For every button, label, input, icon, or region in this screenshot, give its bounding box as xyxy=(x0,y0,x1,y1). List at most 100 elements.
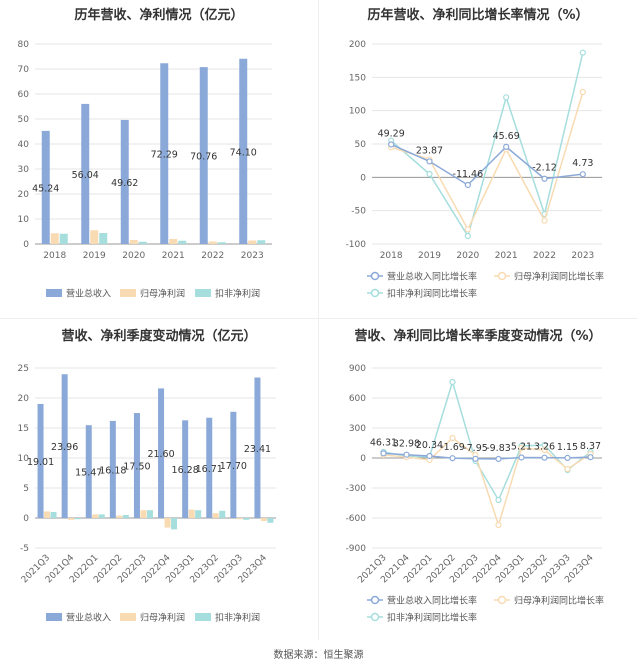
bar xyxy=(68,518,75,520)
data-point xyxy=(541,454,548,461)
y-tick-label: 0 xyxy=(23,514,29,524)
data-label: 49.29 xyxy=(378,128,405,139)
x-tick-label: 2018 xyxy=(43,251,66,261)
bar xyxy=(50,233,59,244)
data-label: 19.01 xyxy=(27,457,54,468)
x-tick-label: 2022 xyxy=(533,251,556,261)
chart-title: 营收、净利季度变动情况（亿元） xyxy=(61,329,257,344)
data-point xyxy=(503,94,510,101)
x-tick-label: 2018 xyxy=(380,251,403,261)
data-label: 20.34 xyxy=(416,440,443,451)
bar xyxy=(41,130,50,244)
bar xyxy=(219,510,226,518)
data-point xyxy=(579,171,586,178)
legend-label: 营业总收入同比增长率 xyxy=(387,271,477,283)
y-tick-label: 900 xyxy=(349,364,366,374)
data-label: -1.69 xyxy=(440,442,465,453)
y-tick-label: -50 xyxy=(351,207,366,217)
bar xyxy=(116,515,123,518)
annual-revenue-chart: 0 10 20 30 40 50 60 70 80 2018 2019 2020 2021 2022 202… xyxy=(18,40,272,300)
y-tick-label: 5 xyxy=(23,484,29,494)
data-label: 5.21 xyxy=(511,441,532,452)
bar xyxy=(267,518,274,523)
data-point xyxy=(464,226,471,233)
data-label: 8.37 xyxy=(580,441,601,452)
source-note: 数据来源：恒生聚源 xyxy=(273,650,364,661)
data-point xyxy=(503,143,510,150)
legend-swatch xyxy=(195,613,211,621)
data-point xyxy=(388,141,395,148)
y-tick-label: 20 xyxy=(18,190,30,200)
bar xyxy=(248,240,257,244)
quarterly-growth-chart: -900-600-30003006009002021Q32021Q42022Q1… xyxy=(346,364,604,624)
chart-title: 营收、净利同比增长率季度变动情况（%） xyxy=(354,329,602,344)
data-point xyxy=(472,455,479,462)
legend-label: 扣非净利润同比增长率 xyxy=(387,612,477,624)
bar xyxy=(85,425,92,518)
x-tick-label: 2023 xyxy=(241,251,264,261)
bar xyxy=(257,240,266,244)
y-tick-label: -900 xyxy=(346,544,367,554)
data-label: 15.47 xyxy=(75,468,102,479)
bar xyxy=(37,403,44,518)
y-tick-label: 0 xyxy=(23,240,29,250)
y-tick-label: 30 xyxy=(18,165,30,175)
data-label: 74.10 xyxy=(230,147,257,158)
x-tick-label: 2019 xyxy=(83,251,106,261)
bar xyxy=(74,518,81,520)
bar xyxy=(160,63,169,245)
series-line xyxy=(383,452,591,460)
legend-label: 归母净利润 xyxy=(140,612,185,624)
bar xyxy=(122,515,129,518)
x-tick-label: 2022 xyxy=(201,251,224,261)
y-tick-label: 20 xyxy=(18,394,30,404)
legend-marker xyxy=(497,595,507,605)
x-tick-label: 2020 xyxy=(456,251,479,261)
data-point xyxy=(564,454,571,461)
bar xyxy=(182,420,189,518)
legend-swatch xyxy=(46,613,62,621)
chart-title: 历年营收、净利同比增长率情况（%） xyxy=(367,8,589,23)
bar xyxy=(90,230,99,244)
legend-swatch xyxy=(120,613,136,621)
data-point xyxy=(449,434,456,442)
legend-swatch xyxy=(46,289,62,297)
data-point xyxy=(426,452,433,460)
legend-label: 营业总收入 xyxy=(66,288,111,300)
bar xyxy=(133,413,140,518)
data-label: 46.31 xyxy=(370,437,397,448)
bar xyxy=(206,417,213,518)
bar xyxy=(50,512,57,518)
y-tick-label: 50 xyxy=(18,115,30,125)
data-point xyxy=(541,175,548,182)
y-tick-label: -300 xyxy=(346,484,367,494)
data-label: 16.28 xyxy=(172,465,199,476)
bar xyxy=(169,239,178,244)
data-label: 1.15 xyxy=(557,442,578,453)
bar xyxy=(140,510,147,518)
bar xyxy=(199,67,208,244)
data-point xyxy=(464,181,471,189)
legend-swatch xyxy=(120,289,136,297)
data-point xyxy=(541,217,548,224)
annual-growth-chart: -100 -50 0 50 100 150 200 2018 2019 2020 2021 2022 2… xyxy=(346,40,604,300)
y-tick-label: -600 xyxy=(346,514,367,524)
y-tick-label: -5 xyxy=(20,544,29,554)
bar xyxy=(129,240,138,244)
chart-panel-annual-revenue: 历年营收、净利情况（亿元） 0 10 20 30 40 50 60 70 80 2018 2019 2… xyxy=(0,0,318,318)
bar xyxy=(195,510,202,518)
bar xyxy=(243,518,250,520)
bar xyxy=(171,518,178,530)
data-label: 17.70 xyxy=(220,461,247,472)
bar xyxy=(260,518,267,521)
y-tick-label: 300 xyxy=(349,424,366,434)
legend-label: 扣非净利润同比增长率 xyxy=(387,288,477,300)
data-point xyxy=(518,444,525,452)
series-line xyxy=(383,437,591,528)
bar xyxy=(239,58,248,244)
data-label: 3.26 xyxy=(534,442,555,453)
y-tick-label: 600 xyxy=(349,394,366,404)
bar xyxy=(61,374,68,518)
bar xyxy=(109,420,116,518)
data-label: 23.87 xyxy=(416,145,443,156)
